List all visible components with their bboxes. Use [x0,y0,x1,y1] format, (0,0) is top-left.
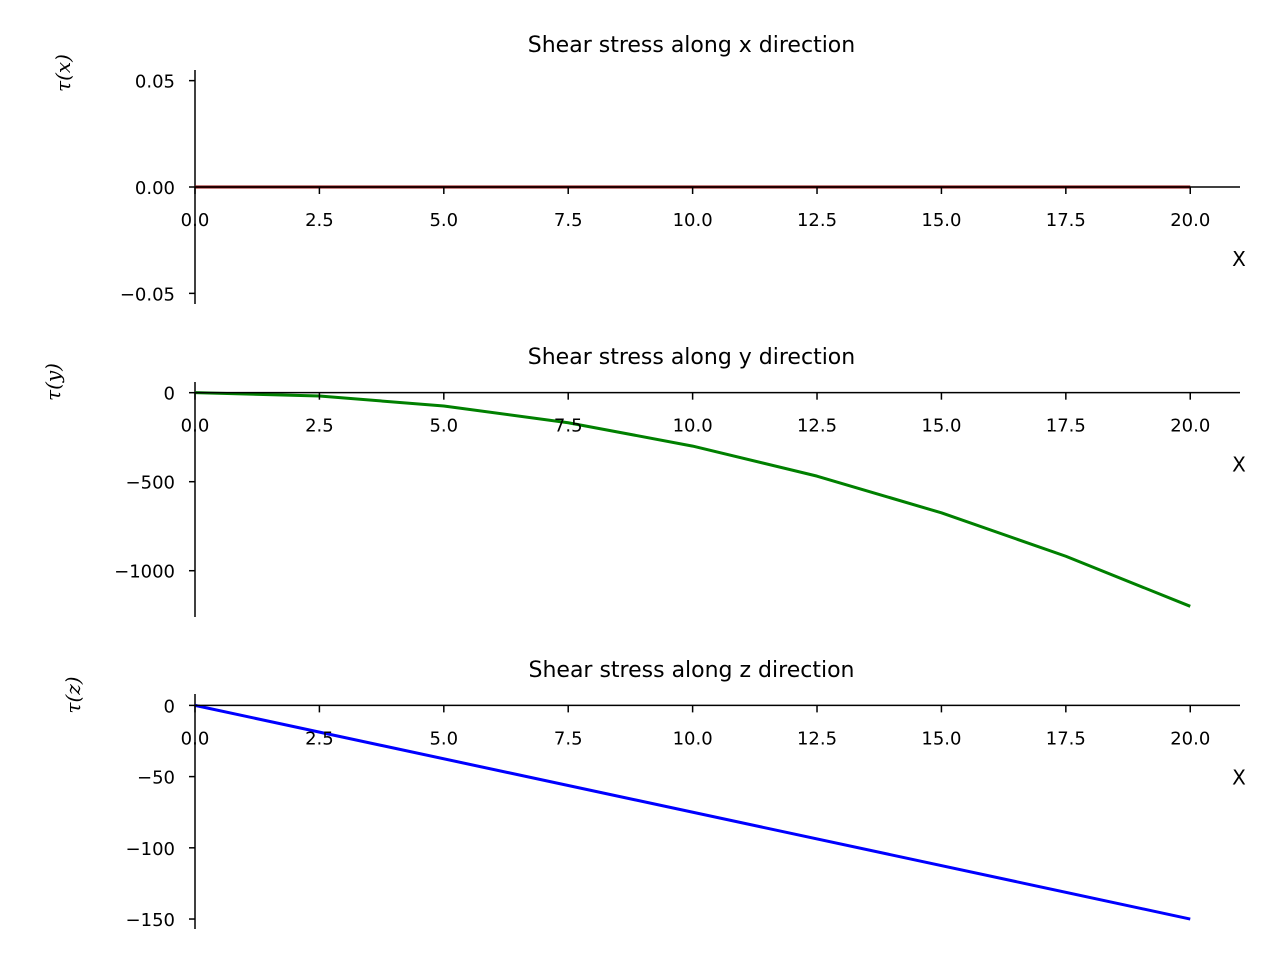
x-tick-label: 7.5 [554,210,583,231]
y-tick-label: −100 [126,839,175,860]
subplot-title: Shear stress along z direction [529,658,855,683]
x-axis-label: X [1232,453,1246,477]
y-tick-label: 0 [164,384,175,405]
x-tick-label: 17.5 [1046,416,1086,437]
x-tick-label: 7.5 [554,728,583,749]
y-axis-label: τ(y) [41,363,65,401]
y-axis-label: τ(z) [61,676,85,713]
x-axis-label: X [1232,765,1246,789]
x-tick-label: 17.5 [1046,210,1086,231]
x-tick-label: 5.0 [429,728,458,749]
x-tick-label: 12.5 [797,728,837,749]
y-tick-label: 0 [164,696,175,717]
subplot-1: Shear stress along x direction τ(x) 0.05 0.… [51,33,1246,305]
y-tick-label: −500 [126,473,175,494]
x-axis-label: X [1232,247,1246,271]
y-axis-label: τ(x) [51,54,75,92]
x-tick-label: 7.5 [554,416,583,437]
x-tick-label: 10.0 [673,210,713,231]
series-line [194,703,1191,921]
x-tick-label: 10.0 [673,416,713,437]
x-tick-label: 2.5 [305,728,334,749]
x-tick-label: 2.5 [305,210,334,231]
y-tick-label: −50 [137,768,175,789]
subplot-title: Shear stress along x direction [528,33,855,58]
x-tick-label: 10.0 [673,728,713,749]
series-line [194,391,1191,608]
x-tick-label: 20.0 [1170,728,1210,749]
subplot-2: Shear stress along y direction τ(y) 0 −500 −… [41,345,1246,617]
x-tick-label: 0.0 [181,210,210,231]
x-tick-label: 5.0 [429,416,458,437]
x-tick-label: 20.0 [1170,210,1210,231]
x-tick-label: 12.5 [797,416,837,437]
x-tick-label: 17.5 [1046,728,1086,749]
subplot-3: Shear stress along z direction τ(z) 0 −50 −1… [61,658,1246,931]
x-tick-label: 2.5 [305,416,334,437]
x-tick-label: 5.0 [429,210,458,231]
y-tick-label: −1000 [114,562,175,583]
y-tick-label: 0.00 [135,178,175,199]
x-tick-label: 12.5 [797,210,837,231]
subplot-title: Shear stress along y direction [528,345,855,370]
x-tick-label: 15.0 [921,728,961,749]
x-tick-label: 15.0 [921,416,961,437]
x-tick-label: 0.0 [181,728,210,749]
x-tick-label: 15.0 [921,210,961,231]
x-tick-label: 20.0 [1170,416,1210,437]
y-tick-label: −150 [126,910,175,931]
y-tick-label: 0.05 [135,72,175,93]
x-tick-label: 0.0 [181,416,210,437]
y-tick-label: −0.05 [120,284,175,305]
